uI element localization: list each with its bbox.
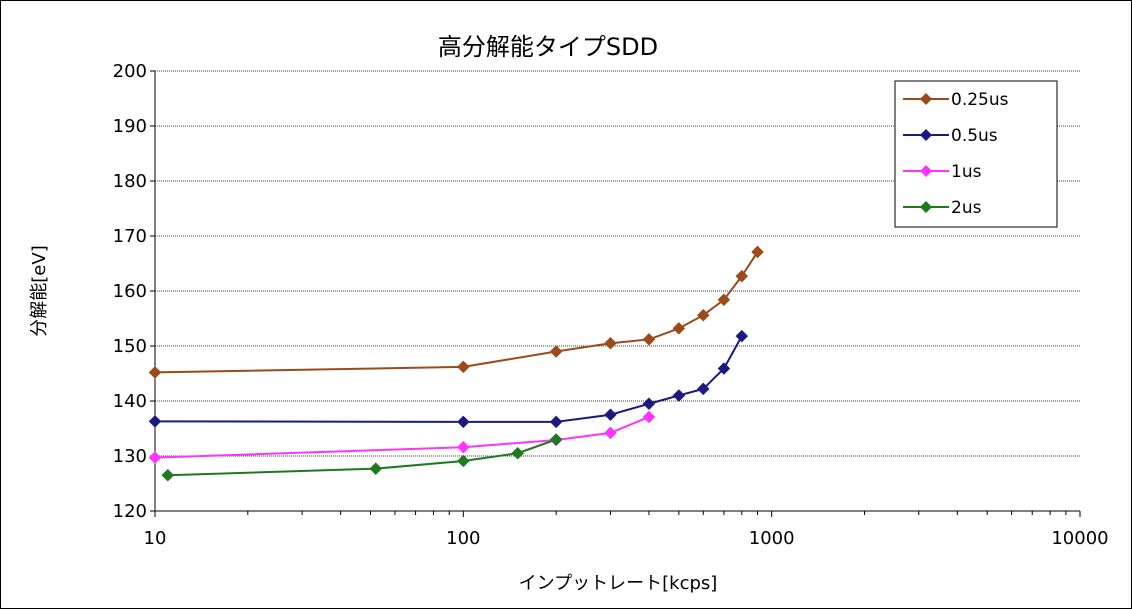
data-point (642, 333, 656, 346)
y-tick-label: 180 (113, 171, 147, 192)
data-point (696, 382, 710, 396)
data-point (717, 362, 731, 375)
series-0.5us (148, 329, 749, 429)
data-point (456, 440, 470, 454)
data-point (604, 336, 617, 350)
data-point (642, 410, 656, 424)
data-point (549, 415, 563, 429)
legend-marker (920, 165, 932, 177)
data-point (735, 329, 749, 343)
legend-box (894, 80, 1058, 228)
data-point (511, 446, 524, 460)
data-point (604, 408, 617, 422)
series-2us (161, 433, 563, 482)
legend-label: 2us (951, 198, 982, 218)
data-point (456, 415, 470, 429)
x-tick-label: 10 (144, 528, 167, 549)
data-point (456, 454, 470, 468)
data-point (696, 308, 710, 322)
x-tick-label: 100 (446, 528, 480, 549)
data-point (735, 269, 749, 283)
data-point (148, 366, 162, 379)
y-tick-label: 160 (113, 281, 147, 302)
series-line (154, 251, 759, 374)
y-tick-label: 120 (113, 501, 147, 522)
data-point (751, 245, 764, 259)
data-point (642, 397, 656, 411)
data-point (549, 433, 563, 446)
legend-label: 0.25us (951, 90, 1009, 110)
legend-label: 0.5us (951, 126, 998, 146)
y-ticks: 120 130 140 150 160 170 180 190 200 (113, 61, 155, 522)
data-point (672, 322, 686, 335)
y-tick-label: 190 (113, 116, 147, 137)
y-tick-label: 170 (113, 226, 147, 247)
legend-marker (920, 129, 932, 141)
x-ticks: 10 100 1000 10000 (144, 511, 1109, 549)
data-point (148, 414, 162, 428)
x-axis-title: インプットレート[kcps] (519, 573, 718, 594)
data-point (604, 426, 617, 440)
data-point (672, 389, 686, 402)
legend: 0.25us 0.5us 1us 2us (894, 80, 1058, 228)
data-point (148, 451, 162, 465)
legend-marker (920, 93, 932, 105)
x-tick-label: 10000 (1051, 528, 1108, 549)
data-point (369, 462, 383, 476)
y-tick-label: 150 (113, 336, 147, 357)
y-tick-label: 200 (113, 61, 147, 82)
legend-label: 1us (951, 162, 982, 182)
series-layer (148, 245, 764, 482)
data-point (161, 468, 175, 482)
series-0.25us (148, 245, 764, 379)
y-axis-title: 分解能[eV] (29, 245, 50, 336)
data-point (549, 345, 563, 358)
x-tick-label: 1000 (749, 528, 795, 549)
y-tick-label: 130 (113, 446, 147, 467)
chart-title: 高分解能タイプSDD (438, 33, 658, 61)
legend-marker (920, 201, 932, 213)
y-tick-label: 140 (113, 391, 147, 412)
data-point (717, 293, 731, 307)
data-point (456, 360, 470, 374)
